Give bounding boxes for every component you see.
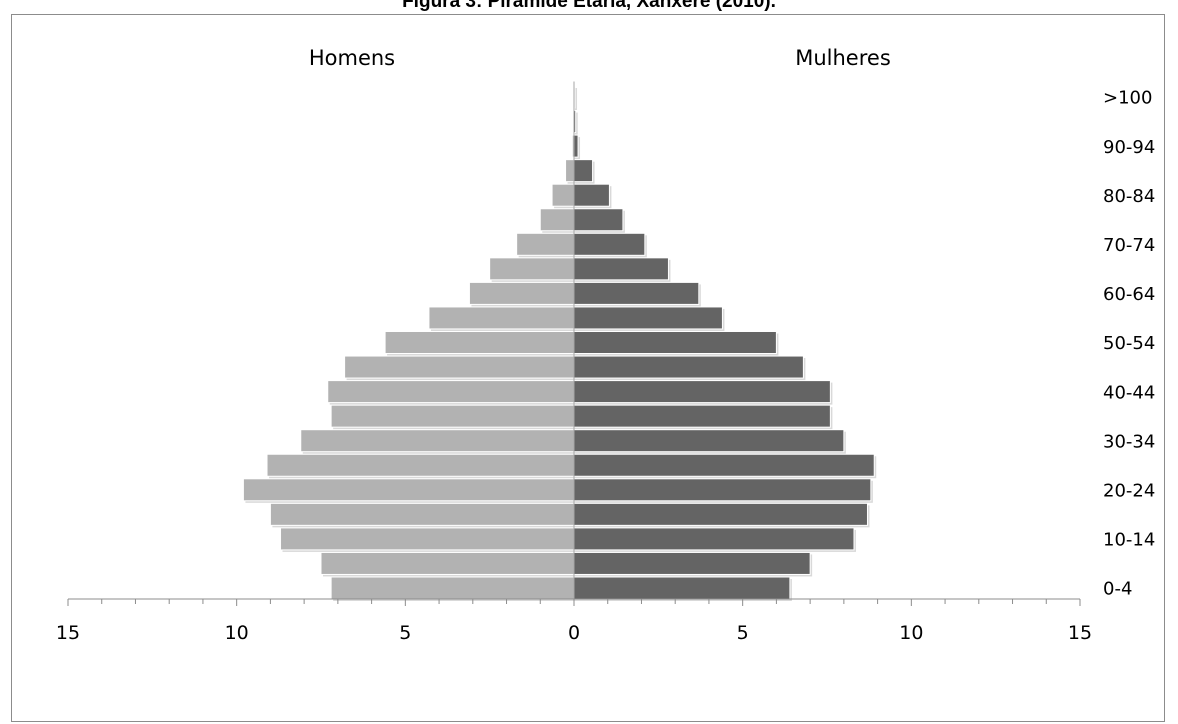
x-tick-label: 15 — [1068, 622, 1092, 644]
bar-homens-0-4 — [330, 576, 575, 600]
bar-mulheres-20-24 — [573, 478, 872, 502]
bar-mulheres-90-94 — [573, 134, 579, 158]
bar-mulheres-40-44 — [573, 380, 831, 404]
bar-homens-10-14 — [280, 527, 575, 551]
y-category-label: >100 — [1103, 88, 1152, 109]
bar-mulheres-85-89 — [573, 159, 594, 183]
x-tick-label: 10 — [899, 622, 923, 644]
bar-homens-80-84 — [551, 183, 575, 207]
y-category-label: 20-24 — [1103, 481, 1155, 502]
y-category-label: 60-64 — [1103, 284, 1155, 305]
bar-mulheres-45-49 — [573, 355, 804, 379]
bar-homens-35-39 — [330, 404, 575, 428]
bar-homens-5-9 — [320, 551, 575, 575]
bar-homens-50-54 — [384, 331, 575, 354]
bar-homens-15-19 — [269, 502, 575, 526]
bar-mulheres-65-69 — [573, 257, 669, 281]
bar-mulheres-0-4 — [573, 576, 791, 600]
bar-mulheres-80-84 — [573, 183, 610, 207]
bar-mulheres-25-29 — [573, 453, 875, 477]
x-tick-label: 5 — [399, 622, 411, 644]
bar-mulheres-5-9 — [573, 551, 811, 575]
y-category-label: 80-84 — [1103, 186, 1155, 207]
bar-mulheres-75-79 — [573, 208, 624, 232]
y-category-label: 40-44 — [1103, 382, 1155, 403]
bar-homens-40-44 — [327, 380, 575, 404]
series-label-homens: Homens — [309, 46, 395, 70]
x-tick-label: 15 — [56, 622, 80, 644]
bar-homens-75-79 — [539, 208, 575, 232]
bar-mulheres-10-14 — [573, 527, 855, 551]
bar-homens-30-34 — [300, 429, 575, 453]
series-label-mulheres: Mulheres — [795, 46, 891, 70]
y-category-label: 90-94 — [1103, 137, 1155, 158]
y-category-label: 50-54 — [1103, 333, 1155, 354]
x-tick-label: 5 — [737, 622, 749, 644]
y-category-label: 0-4 — [1103, 579, 1132, 600]
bar-homens-65-69 — [489, 257, 575, 281]
y-category-label: 30-34 — [1103, 431, 1155, 452]
bar-shadow — [576, 88, 578, 110]
y-category-label: 10-14 — [1103, 530, 1155, 551]
bar-shadow — [576, 112, 578, 135]
y-category-label: 70-74 — [1103, 235, 1155, 256]
x-tick-label: 0 — [568, 622, 580, 644]
bar-homens-70-74 — [516, 232, 575, 256]
bar-mulheres-55-59 — [573, 306, 723, 330]
bar-homens-20-24 — [242, 478, 575, 502]
bar-homens-60-64 — [468, 281, 575, 305]
bar-mulheres-35-39 — [573, 404, 831, 428]
bar-homens-45-49 — [344, 355, 575, 379]
bar-mulheres-30-34 — [573, 429, 845, 453]
bar-mulheres-70-74 — [573, 232, 646, 256]
bar-mulheres-50-54 — [573, 331, 777, 354]
bar-homens-85-89 — [565, 159, 575, 183]
bar-mulheres-15-19 — [573, 502, 868, 526]
x-tick-label: 10 — [225, 622, 249, 644]
bar-homens-25-29 — [266, 453, 575, 477]
bar-mulheres-60-64 — [573, 281, 700, 305]
bar-homens-55-59 — [428, 306, 575, 330]
figure-title: Figura 3: Pirâmide Etária, Xanxerê (2010… — [402, 0, 776, 12]
